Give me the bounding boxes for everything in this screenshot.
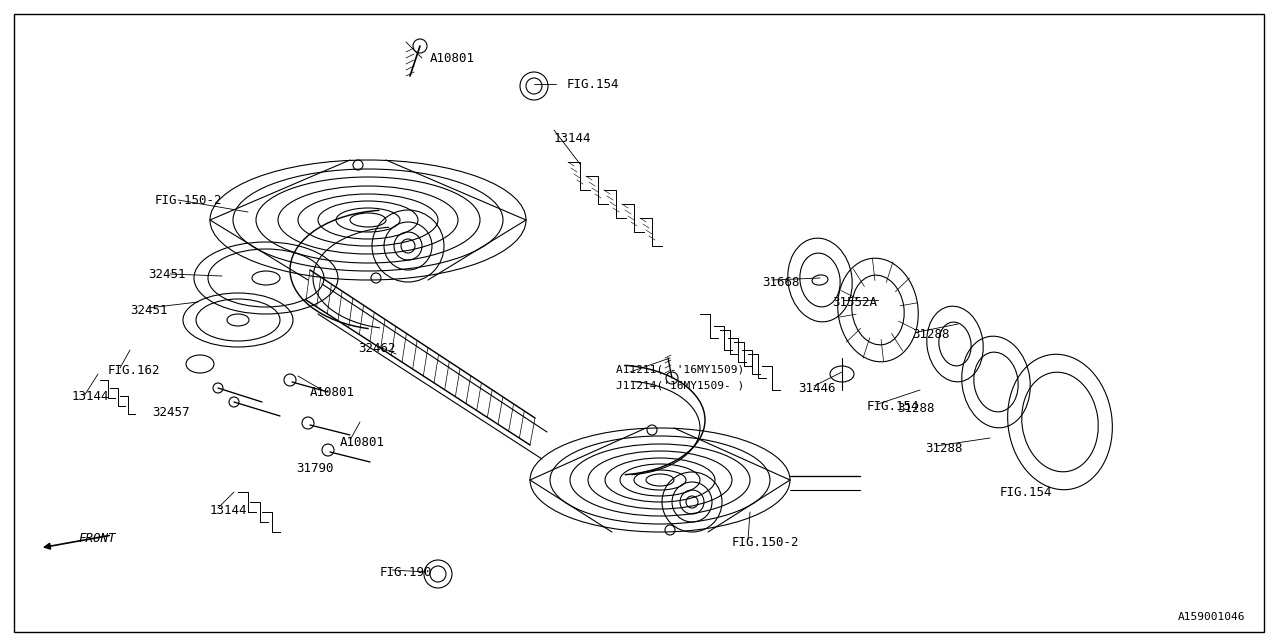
Text: A10801: A10801 [310,385,355,399]
Text: FIG.154: FIG.154 [867,399,919,413]
Text: FIG.190: FIG.190 [380,566,433,579]
Text: J11214('16MY1509- ): J11214('16MY1509- ) [616,380,744,390]
Text: FRONT: FRONT [78,531,115,545]
Text: FIG.154: FIG.154 [567,77,620,90]
Text: 32457: 32457 [152,406,189,419]
Text: 13144: 13144 [554,131,591,145]
Text: FIG.154: FIG.154 [1000,486,1052,499]
Text: 31668: 31668 [762,275,800,289]
Text: A159001046: A159001046 [1178,612,1245,622]
Text: 13144: 13144 [210,504,247,516]
Text: 31552A: 31552A [832,296,877,308]
Text: FIG.150-2: FIG.150-2 [155,193,223,207]
Text: 31288: 31288 [897,401,934,415]
Text: 31790: 31790 [296,461,334,474]
Text: 31288: 31288 [911,328,950,342]
Text: A11211( -'16MY1509): A11211( -'16MY1509) [616,365,744,375]
Text: 32462: 32462 [358,342,396,355]
Text: 31288: 31288 [925,442,963,454]
Text: FIG.162: FIG.162 [108,364,160,376]
Text: FIG.150-2: FIG.150-2 [732,536,800,548]
Text: A10801: A10801 [340,435,385,449]
Text: 32451: 32451 [131,303,168,317]
Text: 13144: 13144 [72,390,110,403]
Text: 31446: 31446 [797,381,836,394]
Text: A10801: A10801 [430,51,475,65]
Text: 32451: 32451 [148,269,186,282]
